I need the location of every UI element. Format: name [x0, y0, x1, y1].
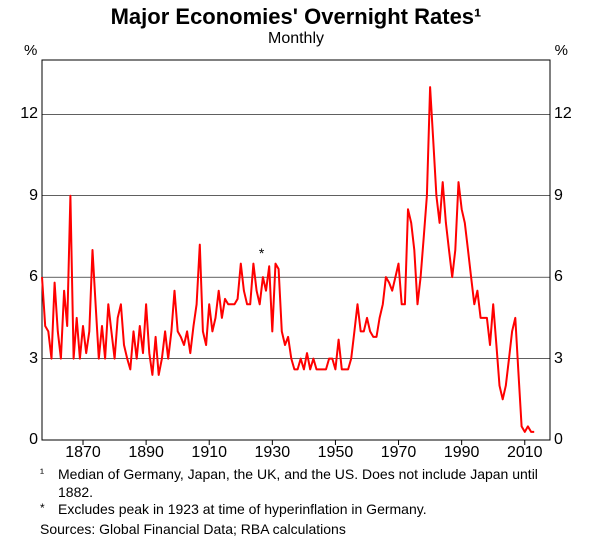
- y-tick-right: 12: [554, 105, 590, 123]
- footnote-text: Median of Germany, Japan, the UK, and th…: [58, 466, 572, 501]
- y-axis-label-right: %: [555, 42, 568, 59]
- y-tick-left: 0: [2, 431, 38, 449]
- footnote-symbol: ¹: [40, 466, 58, 501]
- y-tick-right: 6: [554, 268, 590, 286]
- x-tick: 1990: [437, 444, 487, 462]
- footnote-text: Excludes peak in 1923 at time of hyperin…: [58, 501, 572, 519]
- x-tick: 1890: [121, 444, 171, 462]
- y-tick-left: 9: [2, 187, 38, 205]
- x-tick: 1970: [374, 444, 424, 462]
- chart-container: Major Economies' Overnight Rates¹ Monthl…: [0, 0, 592, 535]
- annotation-star: *: [259, 245, 264, 261]
- chart-footnotes: ¹Median of Germany, Japan, the UK, and t…: [40, 466, 572, 538]
- x-tick: 1930: [247, 444, 297, 462]
- y-tick-left: 6: [2, 268, 38, 286]
- y-tick-left: 3: [2, 350, 38, 368]
- sources-text: Sources: Global Financial Data; RBA calc…: [40, 521, 572, 538]
- x-tick: 1910: [184, 444, 234, 462]
- x-tick: 1870: [58, 444, 108, 462]
- x-tick: 2010: [500, 444, 550, 462]
- x-tick: 1950: [310, 444, 360, 462]
- y-tick-left: 12: [2, 105, 38, 123]
- y-tick-right: 0: [554, 431, 590, 449]
- y-tick-right: 3: [554, 350, 590, 368]
- y-tick-right: 9: [554, 187, 590, 205]
- sources: Sources: Global Financial Data; RBA calc…: [40, 521, 572, 538]
- footnote: *Excludes peak in 1923 at time of hyperi…: [40, 501, 572, 519]
- y-axis-label-left: %: [24, 42, 37, 59]
- footnote: ¹Median of Germany, Japan, the UK, and t…: [40, 466, 572, 501]
- footnote-symbol: *: [40, 501, 58, 519]
